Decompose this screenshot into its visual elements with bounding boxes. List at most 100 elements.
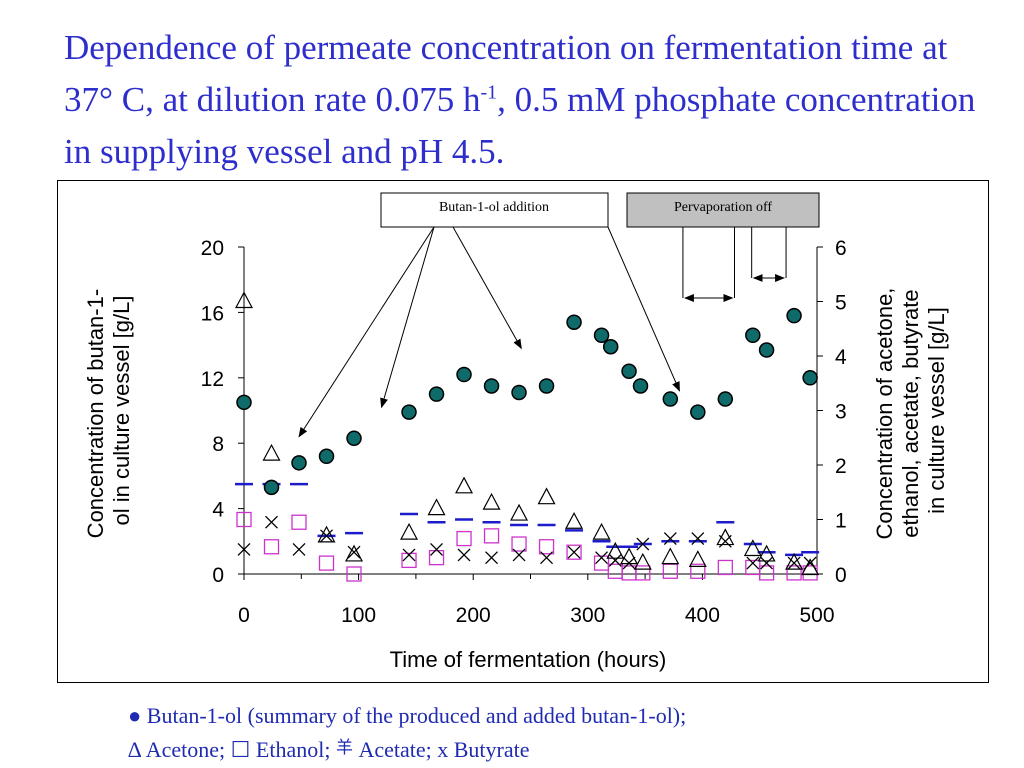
ethanol-point	[483, 528, 500, 544]
acetone-point	[262, 443, 281, 461]
ethanol-point	[236, 511, 252, 528]
caption-acetate-butyrate-text: Acetate; x Butyrate	[352, 737, 530, 762]
ethanol-point	[291, 514, 307, 530]
title-end: , 0.5 mM phosphate concentration in supp…	[64, 80, 976, 171]
butyrate-point	[746, 556, 760, 570]
ethanol-point	[318, 555, 335, 571]
y-right-tick-label: 1	[835, 510, 847, 533]
butyrate-point	[567, 545, 581, 559]
acetone-point	[482, 492, 501, 510]
butyrate-point	[347, 545, 361, 559]
y-left-tick-label: 0	[212, 564, 224, 587]
acetone-point	[510, 503, 529, 521]
acetone-point	[427, 498, 446, 516]
slide-title: Dependence of permeate concentration on …	[64, 22, 1004, 178]
butyrate-point	[636, 537, 650, 551]
caption-ethanol-text: Ethanol;	[250, 737, 336, 762]
butanol-point	[632, 378, 649, 394]
ethanol-point	[263, 539, 280, 555]
butyrate-point	[608, 553, 622, 567]
butanol-point	[621, 363, 637, 380]
ethanol-point	[607, 563, 623, 579]
y-left-tick-label: 4	[212, 499, 224, 522]
butanol-point	[456, 366, 472, 383]
butanol-point	[346, 430, 362, 447]
addition-arrow	[607, 226, 680, 392]
butyrate-point	[691, 532, 705, 546]
caption-line-1: ● Butan-1-ol (summary of the produced an…	[128, 700, 988, 732]
x-tick-label: 100	[341, 604, 376, 627]
acetone-point	[592, 522, 611, 540]
y-right-tick-label: 3	[835, 401, 847, 424]
pervaporation-off-label: Pervaporation off	[674, 200, 772, 215]
butanol-point	[318, 448, 335, 465]
acetone-point	[801, 558, 820, 576]
ethanol-point	[786, 565, 802, 581]
y-right-tick-label: 0	[835, 564, 847, 587]
addition-arrow	[298, 226, 435, 438]
butanol-point	[401, 404, 417, 420]
butyrate-point	[292, 543, 306, 556]
butanol-point	[263, 479, 280, 496]
y-right-tick-label: 6	[835, 237, 847, 260]
y-left-tick-label: 12	[201, 368, 224, 391]
butyrate-point	[663, 532, 677, 546]
addition-arrow	[452, 226, 522, 350]
butyrate-point	[320, 529, 333, 543]
y-right-tick-label: 4	[835, 346, 847, 369]
y-left-tick-label: 20	[201, 237, 224, 260]
x-tick-label: 200	[456, 604, 491, 627]
ethanol-point	[635, 565, 651, 581]
acetone-point	[345, 544, 364, 562]
acetate-symbol: 羊	[335, 738, 353, 757]
butanol-point	[758, 342, 775, 358]
butanol-point	[717, 391, 734, 407]
butyrate-point	[787, 556, 801, 570]
acetone-point	[661, 547, 680, 565]
butanol-point	[690, 404, 706, 420]
acetone-point	[743, 539, 762, 557]
caption: ● Butan-1-ol (summary of the produced an…	[128, 700, 988, 766]
butyrate-point	[595, 551, 609, 565]
acetone-point	[620, 547, 639, 565]
y-axis-label-left: Concentration of butan-1- ol in culture …	[83, 283, 134, 539]
butanol-point	[602, 338, 619, 355]
acetone-point	[785, 552, 804, 570]
annotations: Butan-1-ol addition Pervaporation off	[298, 192, 820, 438]
ethanol-point	[593, 555, 610, 571]
caption-line-2: ∆ Acetone; ☐ Ethanol; 羊 Acetate; x Butyr…	[128, 732, 988, 766]
butanol-point	[593, 327, 610, 344]
x-tick-label: 500	[799, 604, 834, 627]
butyrate-point	[540, 551, 554, 565]
ethanol-point	[662, 563, 678, 579]
butyrate-point	[760, 556, 774, 570]
butyrate-point	[237, 543, 251, 556]
chart-frame: 0 100 200 300 400 500 0 4 8 12 16 20 0 1 2 3 4 5 6 Butan-1…	[57, 180, 989, 683]
ethanol-point	[401, 552, 417, 569]
x-tick-label: 0	[238, 604, 250, 627]
butanol-point	[291, 455, 307, 471]
ethanol-point	[346, 566, 362, 582]
butanol-point	[745, 327, 761, 344]
butyrate-point	[430, 543, 443, 556]
addition-arrow	[380, 226, 435, 409]
title-superscript: -1	[480, 81, 498, 104]
caption-acetone-text: ∆ Acetone;	[128, 737, 231, 762]
butanol-addition-box	[380, 192, 609, 228]
x-tick-label: 300	[570, 604, 605, 627]
x-tick-label: 400	[685, 604, 720, 627]
butanol-addition-label: Butan-1-ol addition	[439, 200, 549, 215]
chart-labels: Time of fermentation (hours) Concentrati…	[83, 283, 949, 672]
ethanol-point	[456, 530, 472, 547]
acetone-point	[565, 511, 584, 529]
y-right-tick-label: 2	[835, 455, 847, 478]
ethanol-point	[758, 565, 775, 581]
x-axis-label: Time of fermentation (hours)	[390, 647, 667, 672]
acetone-point	[400, 522, 419, 540]
butanol-point	[566, 314, 582, 330]
butanol-point	[483, 378, 500, 394]
acetone-point	[455, 476, 474, 494]
caption-butanol-text: Butan-1-ol (summary of the produced and …	[141, 703, 687, 728]
